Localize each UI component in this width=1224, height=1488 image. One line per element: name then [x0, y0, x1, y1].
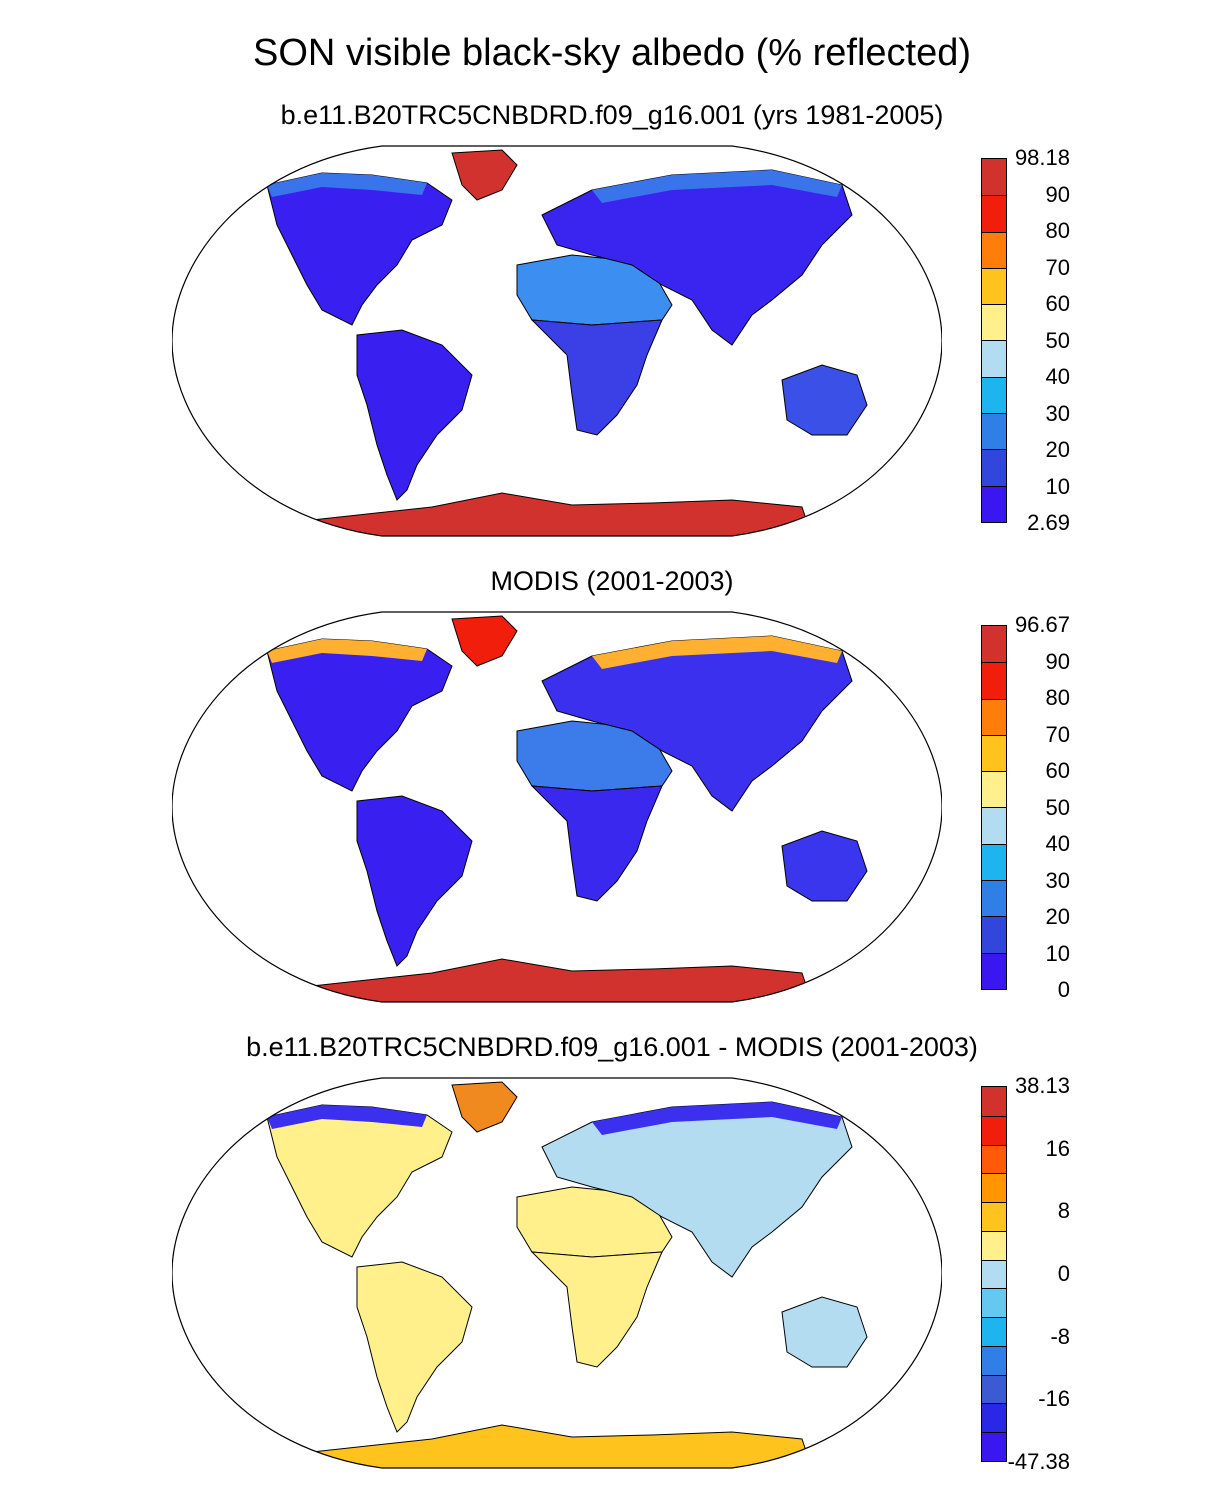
land-greenland	[451, 1081, 518, 1133]
land-americas	[266, 638, 473, 967]
colorbar-segment	[982, 449, 1006, 486]
land-africa-north	[516, 254, 673, 326]
colorbar	[981, 625, 1007, 990]
colorbar-label: -47.38	[1007, 1449, 1070, 1474]
colorbar-segment	[982, 1374, 1006, 1404]
colorbar-label: 16	[1045, 1135, 1070, 1161]
land-africa-south	[530, 785, 663, 902]
colorbar-label: 2.69	[1027, 510, 1070, 535]
colorbar-label: 80	[1045, 218, 1070, 243]
colorbar-segment	[982, 1115, 1006, 1145]
colorbar-segment	[982, 340, 1006, 377]
land-antarctica	[301, 1424, 813, 1468]
colorbar-segment	[982, 413, 1006, 450]
land-antarctica	[301, 958, 813, 1002]
colorbar-label: 30	[1045, 400, 1070, 426]
colorbar-label: 60	[1045, 291, 1070, 316]
land-antarctica	[301, 492, 813, 536]
colorbar-segment	[982, 1230, 1006, 1260]
land-arctic-fringe	[267, 170, 842, 203]
colorbar-segment	[982, 1288, 1006, 1318]
colorbar-label: 38.13	[1014, 1073, 1070, 1098]
colorbar	[981, 1086, 1007, 1462]
land-eurasia	[541, 635, 853, 812]
land-arctic-fringe	[267, 1102, 842, 1135]
colorbar-segment	[982, 1259, 1006, 1289]
colorbar-label: 20	[1045, 437, 1070, 462]
colorbar-segment	[982, 1173, 1006, 1203]
colorbar-label: 0	[1057, 1261, 1070, 1286]
colorbar-segment	[982, 195, 1006, 232]
colorbar-label: 96.67	[1014, 612, 1070, 637]
colorbar-segment	[982, 231, 1006, 268]
colorbar-label: 50	[1045, 327, 1070, 353]
colorbar-label: 50	[1045, 794, 1070, 820]
colorbar-segment	[982, 485, 1006, 522]
land-americas	[266, 172, 473, 501]
colorbar-label: 10	[1045, 940, 1070, 966]
colorbar-label: 40	[1045, 364, 1070, 389]
colorbar-segment	[982, 807, 1006, 844]
world-map	[172, 611, 942, 1003]
panel-subtitle: b.e11.B20TRC5CNBDRD.f09_g16.001 - MODIS …	[246, 1032, 978, 1062]
colorbar-segment	[982, 771, 1006, 808]
land-africa-north	[516, 720, 673, 792]
land-eurasia	[541, 169, 853, 346]
panel-subtitle: MODIS (2001-2003)	[490, 566, 734, 596]
colorbar-label: 90	[1045, 181, 1070, 207]
colorbar-label: 70	[1045, 721, 1070, 747]
colorbar-segment	[982, 1317, 1006, 1346]
colorbar-segment	[982, 1144, 1006, 1174]
panel-subtitle: b.e11.B20TRC5CNBDRD.f09_g16.001 (yrs 198…	[280, 100, 944, 130]
colorbar-label: 20	[1045, 904, 1070, 929]
colorbar-segment	[982, 626, 1006, 663]
land-eurasia	[541, 1101, 853, 1278]
colorbar-segment	[982, 734, 1006, 772]
colorbar-segment	[982, 880, 1006, 917]
map-border	[172, 611, 942, 1003]
land-australia	[781, 1296, 868, 1368]
world-map	[172, 1077, 942, 1469]
land-arctic-fringe	[267, 636, 842, 669]
colorbar-label: 70	[1045, 254, 1070, 280]
colorbar-segment	[982, 267, 1006, 305]
land-australia	[781, 830, 868, 902]
land-africa-south	[530, 319, 663, 436]
colorbar-label: 0	[1057, 977, 1070, 1002]
colorbar-segment	[982, 1432, 1006, 1461]
colorbar-label: 40	[1045, 831, 1070, 856]
colorbar-label: 30	[1045, 867, 1070, 893]
colorbar-label: 90	[1045, 648, 1070, 674]
main-title: SON visible black-sky albedo (% reflecte…	[252, 32, 972, 74]
colorbar-segment	[982, 376, 1006, 414]
colorbar-segment	[982, 698, 1006, 735]
land-greenland	[451, 615, 518, 667]
land-australia	[781, 364, 868, 436]
colorbar-segment	[982, 1202, 1006, 1231]
colorbar	[981, 158, 1007, 523]
colorbar-label: -8	[1050, 1323, 1070, 1349]
land-americas	[266, 1104, 473, 1433]
colorbar-label: 98.18	[1014, 145, 1070, 170]
colorbar-label: -16	[1038, 1386, 1070, 1412]
land-greenland	[451, 149, 518, 201]
colorbar-segment	[982, 843, 1006, 881]
colorbar-label: 60	[1045, 758, 1070, 783]
map-border	[172, 1077, 942, 1469]
land-africa-north	[516, 1186, 673, 1258]
colorbar-segment	[982, 304, 1006, 341]
colorbar-segment	[982, 952, 1006, 989]
world-map	[172, 145, 942, 537]
colorbar-segment	[982, 1403, 1006, 1433]
colorbar-segment	[982, 1345, 1006, 1375]
colorbar-label: 8	[1057, 1198, 1070, 1224]
land-africa-south	[530, 1251, 663, 1368]
colorbar-segment	[982, 662, 1006, 699]
colorbar-label: 10	[1045, 473, 1070, 499]
colorbar-segment	[982, 916, 1006, 953]
map-border	[172, 145, 942, 537]
colorbar-segment	[982, 1087, 1006, 1116]
colorbar-label: 80	[1045, 685, 1070, 710]
colorbar-segment	[982, 159, 1006, 196]
